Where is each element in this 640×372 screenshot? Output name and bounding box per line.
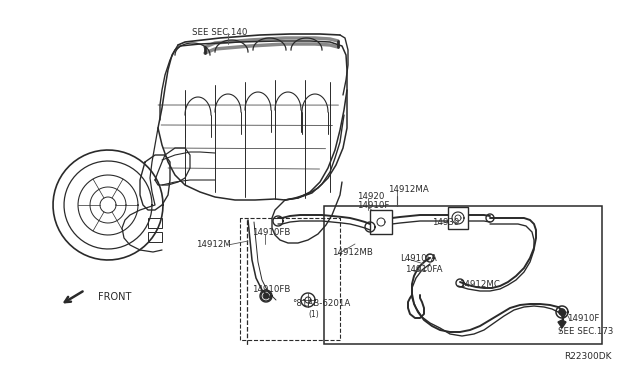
Polygon shape [559,309,565,315]
Polygon shape [264,294,268,298]
Text: SEE SEC.140: SEE SEC.140 [192,28,248,37]
Text: °81AB-6201A: °81AB-6201A [292,299,350,308]
Text: 14910F: 14910F [567,314,600,323]
Text: SEE SEC.173: SEE SEC.173 [558,327,613,336]
Text: L4910FA: L4910FA [400,254,436,263]
Bar [148,232,162,242]
Text: 14912MB: 14912MB [332,248,373,257]
Bar [370,210,392,234]
Bar [448,207,468,229]
Text: 14910FB: 14910FB [252,228,291,237]
Text: 14912MA: 14912MA [388,185,429,194]
Text: 14910FA: 14910FA [405,265,442,274]
Text: 14912M: 14912M [196,240,231,249]
Bar [148,218,162,228]
Text: 14910F: 14910F [357,201,389,210]
Text: (1): (1) [308,310,319,319]
Text: 14920: 14920 [357,192,385,201]
Bar [324,206,602,344]
Text: FRONT: FRONT [98,292,131,302]
Polygon shape [558,320,566,328]
Text: 14939: 14939 [432,218,460,227]
Text: R22300DK: R22300DK [564,352,611,361]
Text: 14912MC: 14912MC [459,280,500,289]
Text: 14910FB: 14910FB [252,285,291,294]
